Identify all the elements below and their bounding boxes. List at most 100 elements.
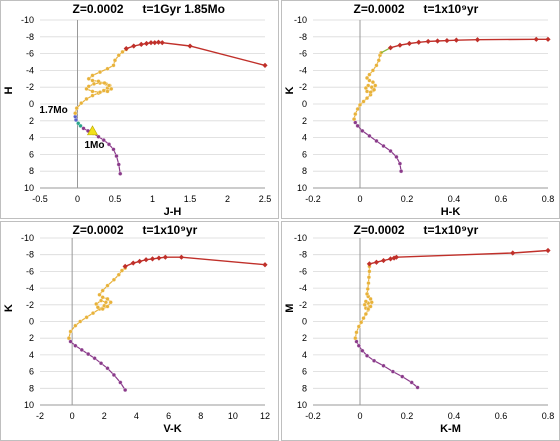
data-point [368,304,373,309]
data-point [364,291,370,296]
data-point [97,70,103,75]
data-point [105,283,110,288]
chart-panel-1: -10 -8 -6 -4 -2 0 2 4 6 8 10-0.5 0 0.5 1 1.5 2 2.5 Z=0.00… [0,0,279,219]
data-point [262,62,268,68]
data-point [73,111,78,116]
data-point [101,138,106,143]
data-point [380,257,387,264]
x-tick-label: -0.2 [305,411,321,421]
data-point [79,101,84,106]
x-tick-label: 0.4 [448,411,461,421]
data-point [366,306,371,312]
data-point [373,259,380,265]
data-point [119,268,125,273]
data-point [118,380,123,385]
y-tick-label: 8 [302,383,307,393]
data-point [187,43,193,49]
data-point [373,83,378,88]
y-tick-label: -6 [26,266,34,276]
data-point [76,121,81,126]
data-point [360,128,365,133]
data-point [116,53,121,58]
data-point [106,83,112,88]
chart-title-composition: Z=0.0002 [354,223,405,237]
data-point [130,260,136,266]
data-point [415,385,420,390]
y-tick-label: -2 [299,82,307,92]
y-tick-label: -4 [299,65,307,75]
data-point [353,336,358,341]
data-point [96,79,101,84]
y-tick-label: -2 [299,300,307,310]
triangle-marker-icon [86,125,99,136]
y-tick-label: 4 [29,133,34,143]
data-point [399,169,404,174]
x-axis-label: V-K [163,423,181,435]
x-axis-label: K-M [440,423,461,435]
data-point [99,298,104,303]
data-point [361,316,366,321]
y-tick-label: 8 [29,383,34,393]
data-point [474,37,481,43]
data-point [356,343,361,348]
data-point [108,300,113,305]
data-point [94,301,99,307]
data-point [105,296,110,302]
data-point [367,133,372,138]
data-point [372,87,377,92]
chart-title-age: t=1x10⁹yr [143,223,198,237]
x-tick-label: 0.8 [542,194,555,204]
chart-title-composition: Z=0.0002 [354,2,405,16]
data-point [111,372,116,377]
data-point [352,117,357,122]
data-point [400,374,405,379]
data-point [92,356,97,361]
chart-title-age: t=1x10⁹yr [424,223,479,237]
data-point [100,306,105,312]
data-point [356,324,361,329]
data-point [138,41,144,47]
data-point [365,286,370,291]
data-point [381,363,386,368]
x-tick-label: 1 [150,194,155,204]
data-point [122,263,128,269]
data-point [545,247,551,254]
data-point [374,63,379,68]
y-tick-label: -10 [21,15,34,25]
y-tick-label: -8 [26,250,34,260]
data-point [73,117,79,123]
data-point [533,36,539,42]
y-tick-label: 6 [29,149,34,159]
data-point [370,68,375,73]
data-point [143,257,149,263]
data-point [370,80,375,85]
data-point [381,143,386,149]
y-tick-label: -8 [26,32,34,42]
y-tick-label: -10 [294,233,307,243]
data-point [84,315,89,320]
x-tick-label: 0.5 [109,194,122,204]
data-point [123,45,129,52]
data-point [86,352,91,357]
y-tick-label: -2 [26,82,34,92]
y-tick-label: 4 [302,133,307,143]
data-point [360,348,365,353]
data-point [105,304,110,309]
x-tick-label: 0.8 [542,411,555,421]
data-point [74,106,79,111]
x-tick-label: 2 [102,411,107,421]
y-axis-label: K [3,304,15,312]
data-point [118,171,123,176]
data-point [162,254,168,260]
data-point [366,261,372,267]
data-point [366,275,371,280]
data-point [367,72,372,77]
data-point [406,40,412,47]
y-tick-label: 10 [24,183,34,193]
data-point [453,37,459,43]
data-point [372,358,377,363]
data-point [152,40,158,46]
data-point [109,86,114,91]
x-tick-label: -0.2 [305,194,321,204]
